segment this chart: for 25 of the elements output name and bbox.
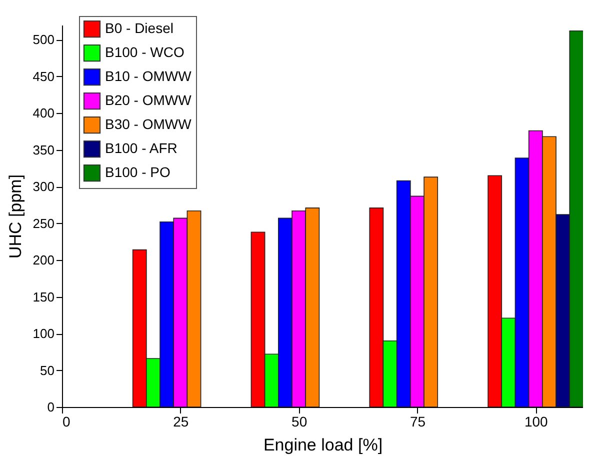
y-tick-label: 200 [32,252,54,268]
y-axis-title: UHC [ppm] [6,174,25,259]
y-tick-label: 50 [40,362,54,378]
x-tick-label: 25 [173,414,189,430]
y-tick-label: 400 [32,106,54,121]
legend-label: B100 - AFR [105,140,178,156]
y-tick-label: 150 [32,289,54,304]
legend-label: B100 - PO [105,164,170,180]
legend-label: B100 - WCO [105,44,184,60]
y-tick-label: 250 [32,216,54,231]
x-tick-label: 50 [292,414,308,430]
x-axis-title: Engine load [%] [263,436,383,454]
legend-label: B20 - OMWW [105,92,192,108]
legend-label: B10 - OMWW [105,68,192,84]
y-tick-label: 300 [32,179,54,194]
legend-label: B30 - OMWW [105,116,192,132]
y-tick-label: 0 [47,400,54,414]
y-tick-label: 500 [32,32,54,48]
x-tick-label: 100 [524,414,548,430]
y-tick-label: 350 [32,142,54,158]
x-tick-label: 0 [62,414,70,430]
legend-label: B0 - Diesel [105,20,174,36]
y-tick-label: 450 [32,68,54,84]
x-tick-label: 75 [410,414,426,430]
y-tick-label: 100 [32,326,54,342]
